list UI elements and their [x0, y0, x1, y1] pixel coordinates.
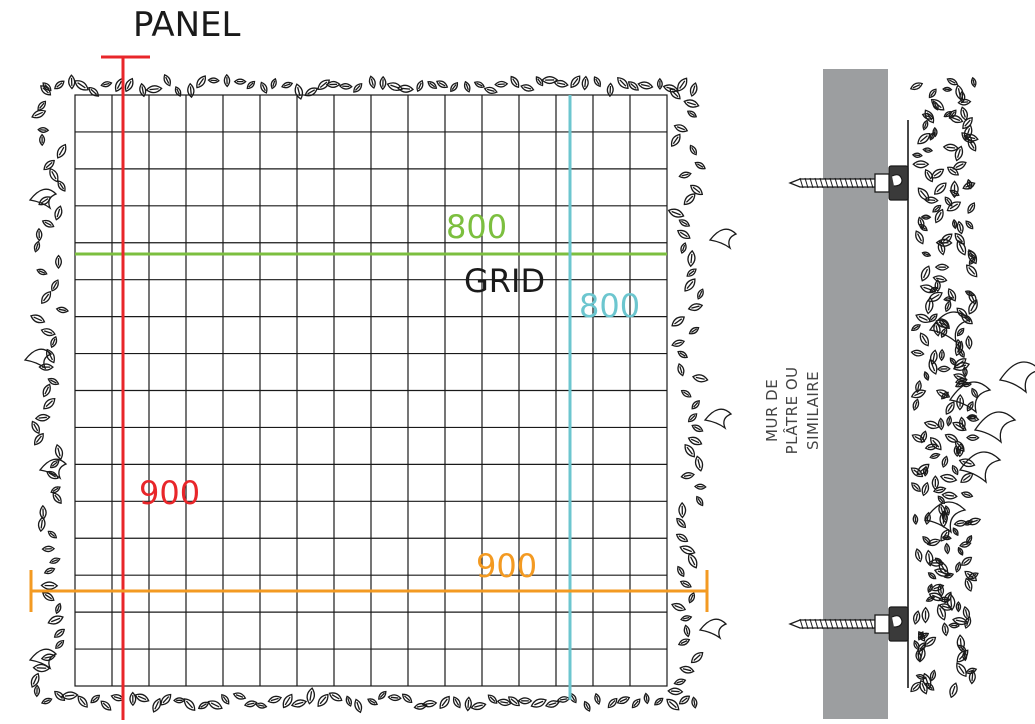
- grid-height-label: 800: [579, 287, 641, 325]
- panel-height-label: 900: [139, 474, 201, 512]
- grid-title: GRID: [464, 262, 546, 300]
- dimension-lines: [29, 55, 709, 720]
- grid-width-label: 800: [446, 208, 508, 246]
- wall-label-line2: SIMILAIRE: [803, 370, 822, 450]
- leaf-border-icon: [23, 73, 738, 714]
- grid-mesh: [74, 94, 668, 687]
- panel-title: PANEL: [133, 5, 241, 45]
- plant-foliage-icon: [909, 76, 1035, 699]
- screw-icon: [788, 165, 909, 201]
- panel-width-label: 900: [476, 547, 538, 585]
- wall-label-line1: MUR DE PLÂTRE OU: [763, 366, 802, 455]
- screw-icon: [788, 606, 909, 642]
- wall-label: MUR DE PLÂTRE OU SIMILAIRE: [762, 348, 823, 473]
